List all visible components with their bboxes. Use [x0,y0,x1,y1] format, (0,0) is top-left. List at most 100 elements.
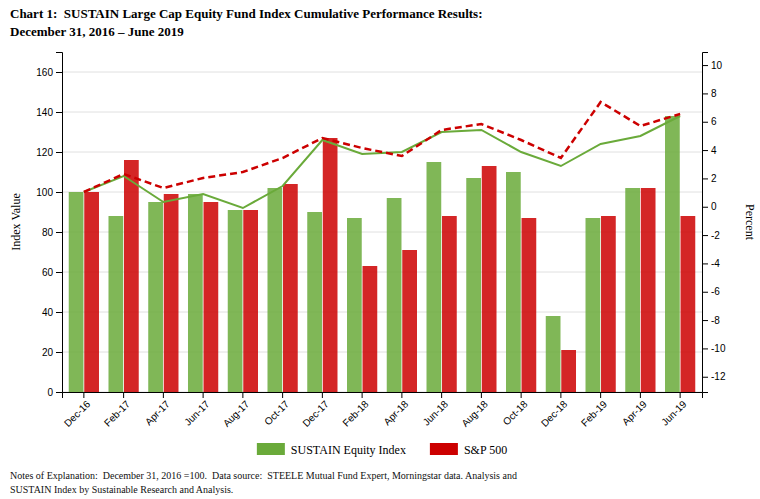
x-axis: Dec-16Feb-17Apr-17Jun-17Aug-17Oct-17Dec-… [62,392,703,429]
tick-label: Oct-17 [262,398,291,427]
bar [69,192,84,392]
tick-label: 4 [711,145,717,156]
bar [84,192,99,392]
tick-label: Dec-18 [539,398,570,429]
legend-label: S&P 500 [464,443,507,457]
tick-mark [441,392,442,398]
tick-mark [702,65,708,66]
tick: 0 [47,387,62,398]
bar [267,188,282,392]
tick: 80 [42,227,62,238]
tick-label: Apr-19 [620,398,649,427]
tick: 2 [702,173,717,184]
tick-label: Feb-17 [102,398,132,428]
tick-mark [56,392,62,393]
tick: -12 [702,371,726,382]
tick: 6 [702,116,717,127]
tick: 120 [36,147,62,158]
y2-axis: -12-10-8-6-4-20246810 [702,53,726,393]
line [84,102,680,192]
tick-mark [56,272,62,273]
y-axis: 020406080100120140160 [36,53,62,398]
tick-label: Oct-18 [501,398,530,427]
tick-label: Apr-18 [381,398,410,427]
grid-line [62,112,702,113]
tick-mark [702,377,708,378]
axis-title: Percent [743,204,757,241]
marks [69,102,696,392]
bar [204,202,219,392]
tick-label: 60 [42,267,54,278]
tick-mark [702,93,708,94]
tick: 60 [42,267,62,278]
tick-mark [123,392,124,398]
tick-mark [702,292,708,293]
tick-label: 120 [36,147,53,158]
tick: Dec-18 [539,392,570,429]
tick-label: Dec-17 [300,398,331,429]
tick-label: Apr-17 [143,398,172,427]
bar [641,188,656,392]
tick-label: 10 [711,60,723,71]
tick-label: Feb-19 [579,398,609,428]
legend: SUSTAIN Equity Index S&P 500 [257,443,507,457]
chart: Chart 1: SUSTAIN Large Cap Equity Fund I… [0,0,760,499]
tick-label: Aug-18 [459,398,490,429]
bar [586,218,601,392]
axis-title: Index Value [9,193,23,250]
tick-label: Dec-16 [62,398,93,429]
bar [347,218,362,392]
tick-label: 100 [36,187,53,198]
tick-mark [56,312,62,313]
tick-mark [702,263,708,264]
bar [522,218,537,392]
tick-mark [702,348,708,349]
tick-label: -2 [711,230,720,241]
tick-mark [702,207,708,208]
tick: Jun-18 [421,392,451,428]
bar [108,216,123,392]
axis-line [703,53,709,393]
tick-mark [702,320,708,321]
bar [506,172,521,392]
tick: Apr-18 [381,392,410,427]
grid [62,72,702,392]
legend-swatch [257,443,285,455]
bar [681,216,696,392]
bar [561,350,576,392]
bar [124,160,139,392]
bar [387,198,402,392]
tick: Oct-18 [501,392,530,427]
tick-label: Feb-18 [340,398,370,428]
bar-series [84,138,695,392]
bar [363,266,378,392]
bar [164,194,179,392]
tick: 100 [36,187,62,198]
tick-mark [702,150,708,151]
tick: Apr-19 [620,392,649,427]
tick: 140 [36,107,62,118]
tick-label: Jun-19 [659,398,689,428]
tick: Jun-19 [659,392,689,428]
tick: -2 [702,230,720,241]
line [84,116,680,208]
tick: 8 [702,88,717,99]
tick: 4 [702,145,717,156]
tick: Dec-17 [300,392,331,429]
legend-item: S&P 500 [430,443,507,457]
grid-line [62,192,702,193]
tick: Apr-17 [143,392,172,427]
tick-mark [242,392,243,398]
axis-line [63,393,703,399]
tick: Feb-18 [340,392,370,429]
tick-label: -6 [711,286,720,297]
tick-label: 6 [711,116,717,127]
tick: Feb-19 [579,392,609,429]
bar [466,178,481,392]
tick: 10 [702,60,723,71]
tick-label: -12 [711,371,726,382]
plot: Dec-16Feb-17Apr-17Jun-17Aug-17Oct-17Dec-… [9,53,757,429]
tick: -10 [702,343,726,354]
tick-mark [362,392,363,398]
legend-label: SUSTAIN Equity Index [291,443,406,457]
